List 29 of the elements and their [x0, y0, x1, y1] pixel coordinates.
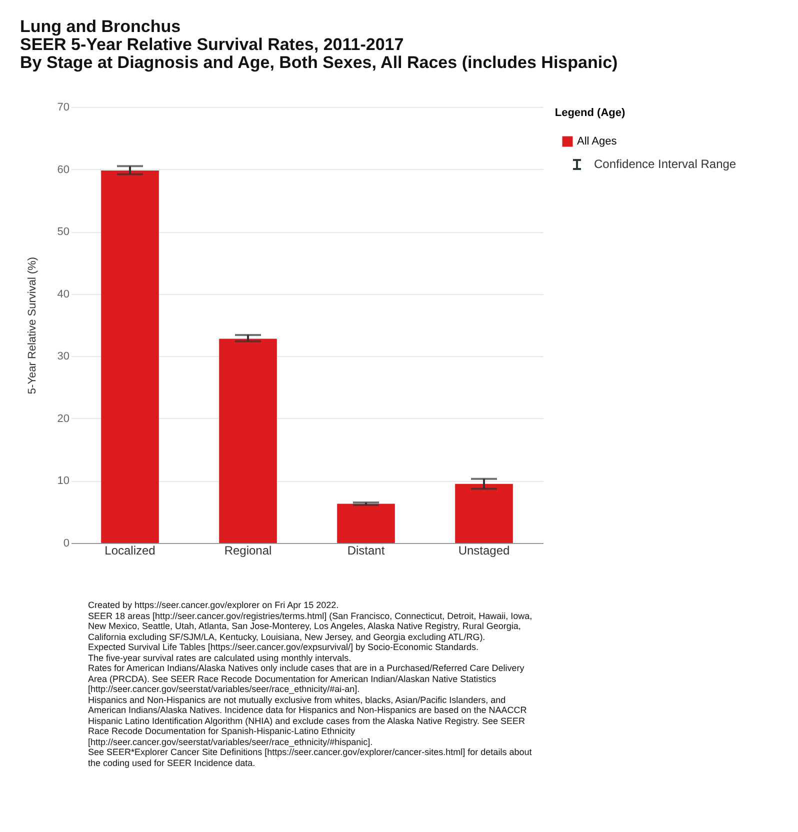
text: Confidence Interval Range [594, 157, 736, 171]
bar [337, 504, 395, 543]
y-tick-label: 40 [57, 288, 70, 300]
x-tick-label: Unstaged [458, 544, 510, 558]
text: Rates for American Indians/Alaska Natives only include cases that are in a Purchased/Referred Care Delivery Area (PRCDA). See SEER Race Recode Documentation for American Indian/Alaskan Native Statistics [http://seer.cancer.gov/seerstat/variables/seer/race_ethnicity/#ai-an]. [88, 663, 526, 694]
text: The five-year survival rates are calculated using monthly intervals. [88, 652, 352, 663]
text: See SEER*Explorer Cancer Site Definitions [https://seer.cancer.gov/explorer/cancer-sites.html] for details about the coding used for SEER Incidence data. [88, 747, 533, 768]
bar [455, 484, 513, 543]
x-tick-label: Localized [104, 544, 156, 558]
text: Expected Survival Life Tables [https://seer.cancer.gov/expsurvival/] by Socio-Economic Standards. [88, 642, 480, 652]
y-axis-title: 5-Year Relative Survival (%) [26, 256, 38, 394]
chart-title: Lung and Bronchus [20, 17, 182, 36]
legend-label: All Ages [577, 136, 618, 148]
text: SEER 18 areas [http://seer.cancer.gov/registries/terms.html] (San Francisco, Connecticut, Detroit, Hawaii, Iowa, New Mexico, Seattle, Utah, Atlanta, San Jose-Monterey, Los Angeles, Alaska Native Registry, Rural Georgia, California excluding SF/SJM/LA, Kentucky, Louisiana, New Jersey, and Georgia excluding ATL/RG). [88, 610, 534, 642]
text: Created by https://seer.cancer.gov/explorer on Fri Apr 15 2022. [88, 600, 340, 610]
y-tick-label: 10 [57, 475, 70, 488]
legend-title: Legend (Age) [554, 107, 626, 119]
y-tick-label: 20 [57, 412, 70, 425]
y-tick-label: 60 [57, 164, 70, 176]
bar [219, 338, 277, 543]
x-tick-label: Regional [224, 544, 272, 558]
chart-subtitle: SEER 5-Year Relative Survival Rates, 2011-2017 By Stage at Diagnosis and Age, Both Sexes, All Races (includes Hispanic) [20, 35, 618, 72]
y-tick-label: 70 [57, 102, 70, 114]
y-tick-label: 0 [63, 538, 70, 550]
bar [101, 170, 159, 543]
text: Hispanics and Non-Hispanics are not mutually exclusive from whites, blacks, Asian/Pacific Islanders, and American Indians/Alaska Natives. Incidence data for Hispanics and Non-Hispanics are based on the NAACCR Hispanic Latino Identification Algorithm (NHIA) and exclude cases from the Alaska Native Registry. See SEER Race Recode Documentation for Spanish-Hispanic-Latino Ethnicity [http://seer.cancer.gov/seerstat/variables/seer/race_ethnicity/#hispanic]. [88, 694, 528, 747]
y-tick-label: 30 [57, 350, 70, 363]
x-tick-label: Distant [347, 544, 386, 558]
y-tick-label: 50 [57, 226, 70, 238]
